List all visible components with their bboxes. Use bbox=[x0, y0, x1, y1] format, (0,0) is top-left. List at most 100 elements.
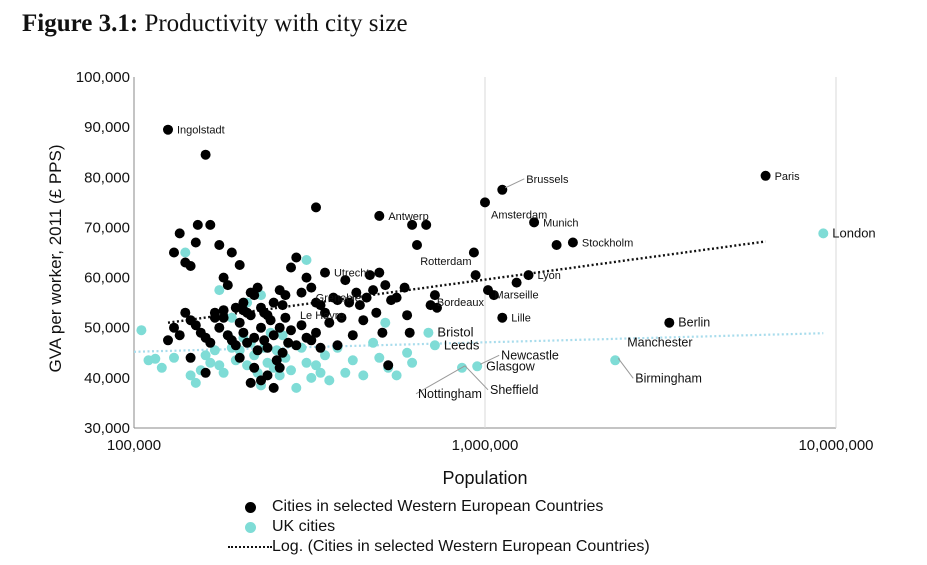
city-label: Newcastle bbox=[501, 348, 559, 362]
figure-title: Figure 3.1: Productivity with city size bbox=[22, 10, 408, 38]
western-city-point bbox=[315, 300, 326, 311]
western-city-point bbox=[468, 247, 479, 258]
y-tick-label: 80,000 bbox=[84, 169, 130, 186]
western-city-point bbox=[470, 270, 481, 281]
city-label: Munich bbox=[543, 217, 578, 229]
y-tick-label: 100,000 bbox=[76, 69, 130, 86]
western-city-point bbox=[214, 240, 225, 250]
western-city-point bbox=[268, 382, 279, 393]
western-city-point bbox=[286, 325, 296, 336]
y-tick-label: 40,000 bbox=[84, 370, 130, 387]
western-city-point bbox=[262, 370, 273, 381]
western-city-point bbox=[320, 267, 330, 278]
y-axis-title: GVA per worker, 2011 (£ PPS) bbox=[46, 144, 65, 372]
western-city-point bbox=[265, 315, 276, 326]
western-city-point bbox=[429, 290, 440, 301]
western-city-point bbox=[480, 197, 490, 208]
uk-city-point bbox=[347, 355, 358, 366]
western-city-point bbox=[368, 285, 379, 296]
western-city-point bbox=[185, 261, 196, 271]
western-city-point bbox=[374, 267, 385, 278]
western-city-point bbox=[271, 355, 282, 366]
western-city-point bbox=[412, 240, 422, 250]
western-city-point bbox=[497, 184, 508, 195]
western-city-point bbox=[315, 342, 326, 353]
western-city-point bbox=[252, 345, 263, 356]
western-city-point bbox=[174, 228, 185, 239]
uk-city-point bbox=[320, 350, 330, 361]
city-label: Marseille bbox=[495, 290, 539, 302]
western-city-point bbox=[268, 330, 279, 341]
scatter-chart: 30,000 40,000 50,000 60,000 70,000 80,000 90,0… bbox=[46, 69, 876, 488]
chart-legend: Cities in selected Western European Coun… bbox=[228, 497, 650, 557]
western-city-point bbox=[242, 337, 253, 348]
city-label: Brussels bbox=[526, 174, 569, 186]
western-city-point bbox=[256, 322, 266, 333]
western-city-point bbox=[371, 307, 382, 318]
uk-city-point bbox=[156, 362, 167, 373]
uk-city-point bbox=[358, 370, 369, 381]
western-city-point bbox=[425, 300, 436, 311]
x-tick-label: 100,000 bbox=[107, 437, 161, 454]
legend-entry-log-trend: Log. (Cities in selected Western Europea… bbox=[228, 537, 650, 557]
uk-city-point bbox=[214, 285, 225, 296]
western-city-point bbox=[354, 300, 365, 311]
uk-city-point bbox=[610, 355, 621, 366]
western-city-point bbox=[488, 290, 499, 301]
western-city-point bbox=[296, 320, 307, 331]
uk-city-point bbox=[380, 317, 391, 328]
western-city-point bbox=[374, 210, 385, 221]
western-city-point bbox=[280, 290, 291, 301]
western-city-point bbox=[296, 287, 307, 298]
western-city-point bbox=[760, 170, 771, 181]
city-label: Nottingham bbox=[418, 387, 482, 401]
legend-marker-western bbox=[244, 501, 256, 513]
city-label: Ingolstadt bbox=[177, 125, 225, 137]
uk-city-point bbox=[402, 347, 413, 358]
city-label: Antwerp bbox=[388, 211, 428, 223]
western-city-point bbox=[380, 280, 391, 291]
western-city-point bbox=[218, 312, 229, 323]
western-city-point bbox=[332, 295, 343, 306]
western-city-point bbox=[347, 330, 358, 341]
uk-city-point bbox=[169, 352, 179, 363]
western-city-point bbox=[180, 307, 191, 318]
city-label: Amsterdam bbox=[491, 209, 547, 221]
western-city-point bbox=[306, 335, 317, 346]
uk-city-point bbox=[301, 357, 312, 368]
uk-city-point bbox=[226, 312, 237, 323]
city-label: Stockholm bbox=[582, 237, 633, 249]
western-city-point bbox=[399, 282, 410, 293]
uk-city-point bbox=[150, 353, 161, 364]
uk-city-point bbox=[286, 365, 296, 376]
western-city-point bbox=[361, 292, 372, 303]
legend-label-uk: UK cities bbox=[272, 518, 336, 535]
western-city-point bbox=[311, 327, 321, 338]
western-city-point bbox=[320, 307, 330, 318]
city-label: Birmingham bbox=[635, 371, 702, 385]
western-city-point bbox=[324, 317, 335, 328]
legend-marker-log-trend bbox=[228, 546, 272, 548]
uk-city-point bbox=[429, 340, 440, 351]
western-city-point bbox=[280, 312, 291, 323]
city-label: Rotterdam bbox=[420, 256, 471, 268]
uk-city-point bbox=[311, 360, 321, 371]
uk-city-point bbox=[391, 370, 402, 381]
western-city-point bbox=[529, 217, 540, 228]
uk-city-point bbox=[136, 325, 147, 336]
legend-entry-uk: UK cities bbox=[228, 517, 650, 537]
uk-city-point bbox=[368, 337, 379, 348]
western-city-point bbox=[218, 305, 229, 316]
uk-city-point bbox=[214, 360, 225, 371]
western-city-point bbox=[551, 240, 562, 250]
western-city-point bbox=[249, 362, 260, 373]
legend-label-log-trend: Log. (Cities in selected Western Europea… bbox=[272, 538, 650, 555]
uk-city-point bbox=[190, 377, 201, 388]
uk-city-point bbox=[423, 327, 434, 338]
western-city-point bbox=[377, 327, 388, 338]
legend-label-western: Cities in selected Western European Coun… bbox=[272, 498, 604, 515]
legend-marker-uk bbox=[244, 521, 256, 533]
western-city-point bbox=[351, 287, 362, 298]
western-city-point bbox=[252, 282, 263, 293]
western-city-point bbox=[205, 337, 216, 348]
